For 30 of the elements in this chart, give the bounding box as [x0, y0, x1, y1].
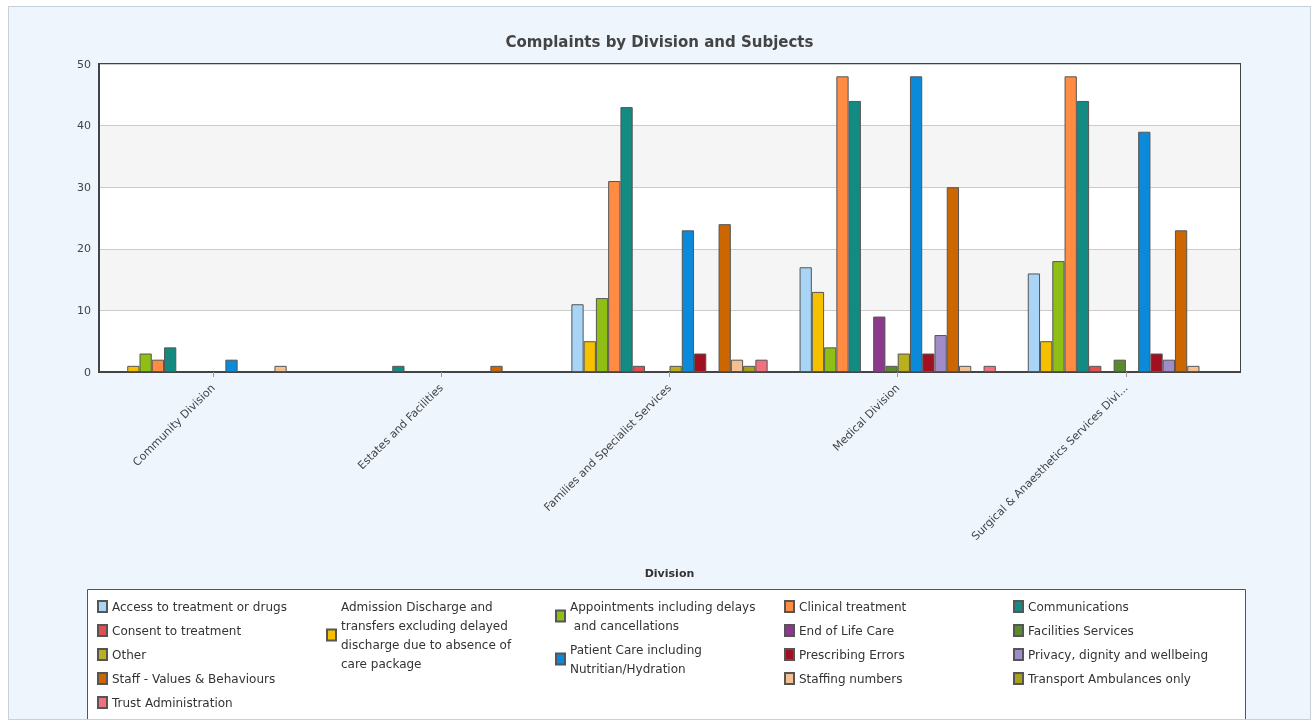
y-tick-label: 0 — [84, 365, 91, 379]
legend-label: Consent to treatment — [112, 623, 242, 638]
legend-label: Communications — [1028, 599, 1129, 614]
y-tick-label: 20 — [77, 242, 91, 256]
legend-label: Access to treatment or drugs — [112, 599, 287, 614]
bar — [274, 365, 287, 372]
x-axis-title: Division — [644, 567, 695, 580]
legend-label: Privacy, dignity and wellbeing — [1028, 647, 1209, 662]
bar — [983, 365, 996, 372]
y-tick-label: 50 — [77, 57, 91, 71]
y-tick-label: 40 — [77, 119, 91, 133]
legend-label: Staff - Values & Behaviours — [112, 671, 276, 686]
legend-label: Trust Administration — [111, 695, 233, 710]
legend-label: End of Life Care — [799, 623, 895, 638]
legend-label: Prescribing Errors — [799, 647, 905, 662]
y-tick-label: 10 — [77, 303, 91, 317]
legend-label: Admission Discharge and transfers excluding delayed discharge due to absence of care package — [341, 599, 515, 671]
legend-label: Transport Ambulances only — [1027, 671, 1191, 686]
chart-title: Complaints by Division and Subjects — [505, 32, 814, 51]
bar — [392, 365, 405, 372]
legend-label: Patient Care including Nutritian/Hydration — [570, 642, 706, 676]
legend-label: Staffing numbers — [799, 671, 903, 686]
bar — [490, 365, 503, 372]
bar — [225, 359, 238, 372]
legend-label: Appointments including delays and cancellations — [570, 599, 756, 633]
y-tick-label: 30 — [77, 180, 91, 194]
bar — [1113, 359, 1126, 372]
legend-label: Other — [112, 647, 147, 662]
legend-label: Clinical treatment — [799, 599, 907, 614]
legend-label: Facilities Services — [1028, 623, 1134, 638]
